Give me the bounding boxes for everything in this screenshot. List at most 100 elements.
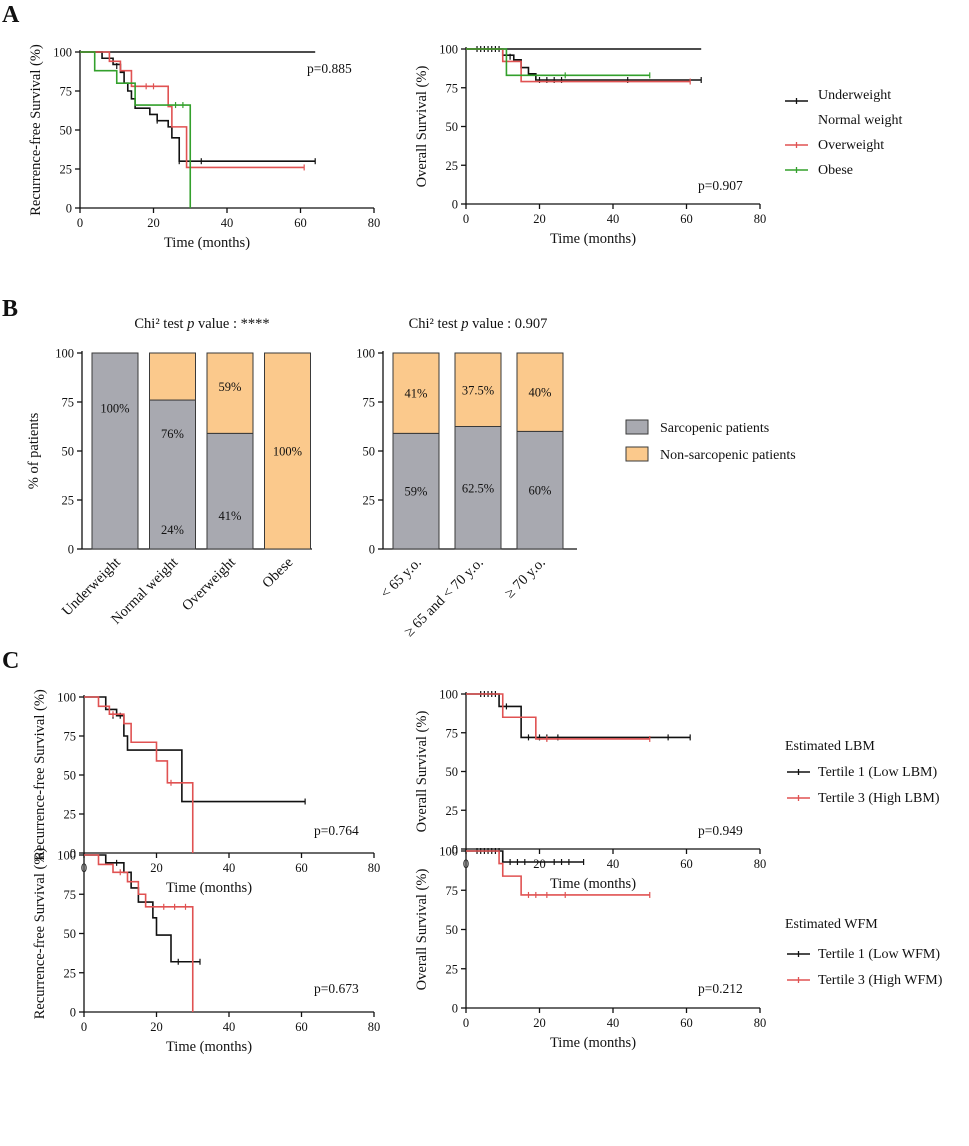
- x-tick-label: 40: [607, 857, 620, 871]
- bar-label-sarcopenic: 60%: [529, 484, 552, 498]
- y-tick-label: 50: [64, 927, 77, 941]
- y-tick-label: 75: [446, 726, 459, 740]
- y-tick-label: 100: [356, 347, 375, 361]
- panel-label-c: C: [2, 648, 19, 674]
- x-tick-label: 40: [223, 1020, 236, 1034]
- p-value: p=0.212: [698, 981, 743, 996]
- x-tick-label: 80: [754, 212, 767, 226]
- x-tick-label: 80: [368, 216, 381, 230]
- x-category-label: < 65 y.o.: [378, 555, 425, 602]
- legend-tertile3-lbm: Tertile 3 (High LBM): [818, 791, 940, 806]
- panel-label-a: A: [2, 2, 20, 28]
- x-tick-label: 40: [221, 216, 234, 230]
- bar-label-non-sarcopenic: 37.5%: [462, 383, 494, 397]
- chart-title-b-weight: Chi² test p value : ****: [134, 316, 269, 332]
- x-tick-label: 0: [463, 212, 469, 226]
- legend-overweight: Overweight: [818, 138, 884, 153]
- legend-swatch-sarcopenic: [625, 419, 649, 435]
- bar-label-non-sarcopenic: 40%: [529, 386, 552, 400]
- x-tick-label: 20: [533, 1016, 546, 1030]
- y-tick-label: 0: [369, 543, 375, 557]
- y-tick-label: 25: [64, 808, 77, 822]
- x-category-label: Overweight: [179, 555, 239, 615]
- x-tick-label: 80: [368, 861, 381, 875]
- x-axis-label: Time (months): [550, 231, 636, 247]
- x-axis-label: Time (months): [550, 876, 636, 892]
- km-series-overweight: [80, 51, 305, 169]
- bar-non-sarcopenic: [149, 352, 196, 401]
- km-series-tertile-1-low-lbm-: [466, 693, 691, 739]
- y-tick-label: 100: [55, 347, 74, 361]
- bar-non-sarcopenic: [392, 352, 440, 434]
- legend-non-sarcopenic: Non-sarcopenic patients: [660, 448, 796, 463]
- x-tick-label: 60: [680, 212, 693, 226]
- legend-underweight: Underweight: [818, 88, 891, 103]
- panel-label-b: B: [2, 296, 18, 322]
- y-tick-label: 50: [62, 445, 75, 459]
- p-value: p=0.885: [307, 61, 352, 76]
- bar-label-sarcopenic: 100%: [100, 401, 129, 415]
- y-tick-label: 100: [439, 845, 458, 859]
- legend-swatch-non-sarcopenic: [625, 446, 649, 462]
- y-tick-label: 50: [64, 769, 77, 783]
- legend-sarcopenic: Sarcopenic patients: [660, 421, 769, 436]
- km-series-underweight: [80, 51, 316, 162]
- y-tick-label: 75: [446, 884, 459, 898]
- legend-title-wfm: Estimated WFM: [785, 917, 878, 932]
- p-value: p=0.764: [314, 823, 359, 838]
- x-tick-label: 20: [147, 216, 160, 230]
- y-tick-label: 25: [62, 494, 75, 508]
- bar-sarcopenic: [454, 426, 502, 550]
- legend-tertile1-wfm: Tertile 1 (Low WFM): [818, 947, 940, 962]
- bar-label-non-sarcopenic: 41%: [405, 387, 428, 401]
- y-tick-label: 0: [452, 843, 458, 857]
- p-value: p=0.907: [698, 178, 743, 193]
- y-tick-label: 100: [439, 43, 458, 57]
- x-category-label: ≥ 70 y.o.: [502, 555, 549, 602]
- km-series-tertile-3-high-wfm-: [466, 850, 650, 896]
- y-axis-label: Overall Survival (%): [414, 66, 430, 188]
- x-tick-label: 20: [150, 861, 163, 875]
- bar-sarcopenic: [392, 432, 440, 550]
- bar-non-sarcopenic: [206, 352, 254, 434]
- legend-tertile3-wfm: Tertile 3 (High WFM): [818, 973, 943, 988]
- x-tick-label: 60: [295, 861, 308, 875]
- legend-sarcopenia: Sarcopenic patients Non-sarcopenic patie…: [625, 419, 796, 463]
- y-tick-label: 25: [60, 163, 73, 177]
- km-plot-a-rfs: 0 25 50 75 100 0 20 40 60 80 Time (months) Recurren…: [28, 44, 380, 251]
- y-tick-label: 0: [68, 543, 74, 557]
- x-tick-label: 0: [81, 1020, 87, 1034]
- legend-tertile1-lbm: Tertile 1 (Low LBM): [818, 765, 937, 780]
- y-axis-label: % of patients: [26, 412, 42, 489]
- x-axis-label: Time (months): [166, 1039, 252, 1055]
- bar-sarcopenic: [91, 352, 139, 550]
- x-tick-label: 60: [295, 1020, 308, 1034]
- x-axis-label: Time (months): [550, 1035, 636, 1051]
- x-tick-label: 60: [680, 1016, 693, 1030]
- y-tick-label: 50: [60, 124, 73, 138]
- bar-label-non-sarcopenic: 41%: [219, 509, 242, 523]
- x-tick-label: 0: [463, 1016, 469, 1030]
- km-series-tertile-1-low-wfm-: [84, 854, 200, 963]
- y-tick-label: 0: [452, 1002, 458, 1016]
- bar-label-non-sarcopenic: 100%: [273, 445, 302, 459]
- km-series-tertile-3-high-lbm-: [84, 696, 194, 853]
- y-tick-label: 0: [70, 847, 76, 861]
- x-tick-label: 40: [223, 861, 236, 875]
- x-tick-label: 60: [680, 857, 693, 871]
- legend-title-lbm: Estimated LBM: [785, 739, 875, 754]
- y-axis-label: Recurrence-free Survival (%): [28, 44, 44, 216]
- y-tick-label: 50: [446, 120, 459, 134]
- x-category-label: Obese: [259, 555, 296, 592]
- x-tick-label: 20: [533, 857, 546, 871]
- y-tick-label: 75: [363, 396, 376, 410]
- x-tick-label: 20: [533, 212, 546, 226]
- y-tick-label: 100: [57, 849, 76, 863]
- x-tick-label: 40: [607, 212, 620, 226]
- legend-obese: Obese: [818, 163, 853, 178]
- x-tick-label: 20: [150, 1020, 163, 1034]
- y-axis-label: Recurrence-free Survival (%): [32, 848, 48, 1020]
